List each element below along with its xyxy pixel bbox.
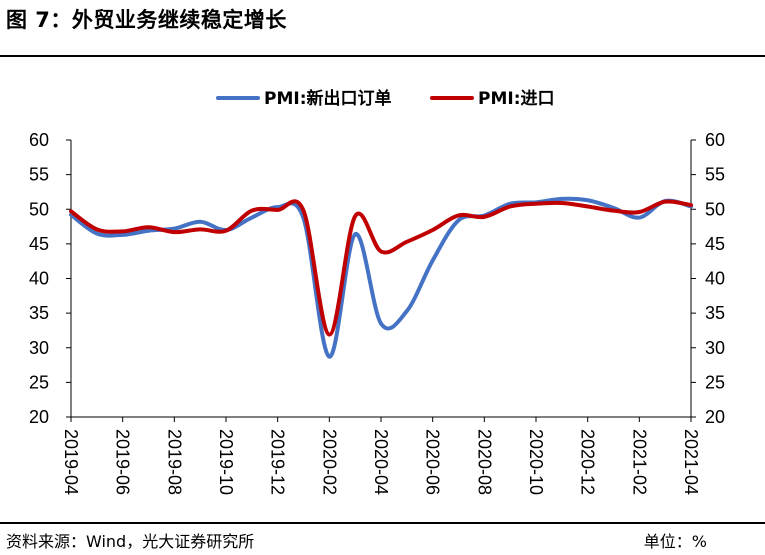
y-tick-label-right: 30 bbox=[705, 338, 725, 358]
y-tick-label-left: 45 bbox=[29, 234, 49, 254]
y-tick-label-left: 55 bbox=[29, 165, 49, 185]
x-tick-label: 2020-02 bbox=[319, 429, 339, 495]
y-tick-label-left: 40 bbox=[29, 269, 49, 289]
y-tick-label-right: 45 bbox=[705, 234, 725, 254]
x-tick-label: 2019-04 bbox=[61, 429, 81, 495]
y-tick-label-left: 35 bbox=[29, 303, 49, 323]
x-tick-label: 2020-06 bbox=[423, 429, 443, 495]
x-tick-label: 2020-10 bbox=[526, 429, 546, 495]
bottom-rule bbox=[0, 522, 765, 524]
y-tick-label-left: 25 bbox=[29, 372, 49, 392]
y-tick-label-right: 40 bbox=[705, 269, 725, 289]
x-tick-label: 2020-04 bbox=[371, 429, 391, 495]
legend-label-series-0: PMI:新出口订单 bbox=[264, 88, 392, 109]
series-line-0 bbox=[69, 196, 693, 359]
y-tick-label-right: 55 bbox=[705, 165, 725, 185]
x-tick-label: 2019-10 bbox=[216, 429, 236, 495]
x-tick-label: 2021-04 bbox=[681, 429, 701, 495]
legend-label-series-1: PMI:进口 bbox=[478, 89, 555, 109]
source-note: 资料来源：Wind，光大证券研究所 bbox=[6, 532, 255, 551]
y-tick-label-right: 25 bbox=[705, 372, 725, 392]
y-tick-label-left: 20 bbox=[29, 407, 49, 427]
y-tick-label-left: 60 bbox=[29, 130, 49, 150]
x-tick-label: 2019-12 bbox=[268, 429, 288, 495]
x-tick-label: 2019-06 bbox=[113, 429, 133, 495]
legend: PMI:新出口订单 PMI:进口 bbox=[216, 88, 555, 109]
x-tick-label: 2020-12 bbox=[578, 429, 598, 495]
x-tick-label: 2019-08 bbox=[164, 429, 184, 495]
y-tick-label-right: 20 bbox=[705, 407, 725, 427]
y-tick-label-left: 30 bbox=[29, 338, 49, 358]
axes: 20 20 25 25 30 30 35 35 40 40 45 45 50 50 55 55 60 60 2019… bbox=[29, 130, 725, 495]
y-tick-label-right: 35 bbox=[705, 303, 725, 323]
series-lines bbox=[69, 196, 693, 359]
top-rule bbox=[0, 55, 765, 57]
x-tick-label: 2021-02 bbox=[629, 429, 649, 495]
y-tick-label-right: 50 bbox=[705, 199, 725, 219]
chart: PMI:新出口订单 PMI:进口 20 20 25 25 30 30 35 35 40 40 45 4… bbox=[29, 88, 725, 495]
x-tick-label: 2020-08 bbox=[474, 429, 494, 495]
figure-title: 图 7：外贸业务继续稳定增长 bbox=[6, 8, 287, 32]
series-line-1 bbox=[69, 199, 693, 337]
unit-note: 单位：% bbox=[643, 532, 707, 551]
y-tick-label-right: 60 bbox=[705, 130, 725, 150]
y-tick-label-left: 50 bbox=[29, 199, 49, 219]
